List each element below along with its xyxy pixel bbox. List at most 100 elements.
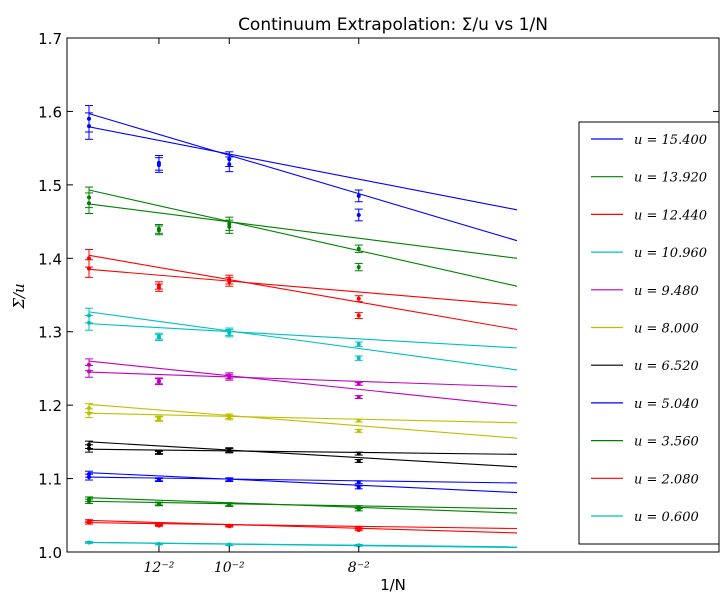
series-points bbox=[85, 248, 363, 319]
data-point bbox=[356, 451, 361, 456]
data-point bbox=[156, 228, 161, 233]
data-point bbox=[87, 266, 91, 271]
data-point bbox=[156, 379, 161, 384]
data-point bbox=[87, 540, 91, 545]
data-point bbox=[227, 331, 232, 336]
fit-line bbox=[88, 311, 518, 371]
fit-line bbox=[88, 189, 518, 287]
legend-label: u = 3.560 bbox=[634, 435, 699, 450]
series-fits bbox=[88, 497, 518, 514]
data-point bbox=[356, 193, 361, 198]
data-point bbox=[156, 450, 161, 455]
series-points bbox=[85, 105, 363, 222]
series-fits bbox=[88, 189, 518, 287]
series-fits bbox=[88, 472, 518, 494]
fit-line bbox=[88, 519, 518, 534]
x-axis-label: 1/N bbox=[380, 576, 406, 594]
fit-line bbox=[88, 541, 518, 549]
y-tick-label: 1.4 bbox=[38, 250, 62, 268]
data-point bbox=[356, 356, 361, 361]
data-point bbox=[156, 523, 161, 528]
fit-line bbox=[88, 441, 518, 468]
y-tick-label: 1.2 bbox=[38, 397, 62, 415]
series-points bbox=[85, 186, 363, 272]
fit-line bbox=[88, 254, 518, 331]
data-points bbox=[85, 105, 363, 548]
series-fits bbox=[88, 113, 518, 242]
series-points bbox=[85, 496, 363, 512]
data-point bbox=[356, 381, 361, 386]
fit-line bbox=[88, 323, 518, 349]
series-points bbox=[85, 403, 363, 433]
fit-line bbox=[88, 371, 518, 388]
fit-line bbox=[88, 113, 518, 242]
fit-line bbox=[88, 412, 518, 424]
legend-label: u = 15.400 bbox=[634, 133, 707, 148]
fit-line bbox=[88, 472, 518, 494]
data-point bbox=[156, 478, 161, 483]
data-point bbox=[356, 265, 361, 270]
legend-label: u = 10.960 bbox=[634, 246, 707, 261]
series-points bbox=[85, 358, 363, 400]
data-point bbox=[87, 499, 91, 504]
fit-lines bbox=[88, 113, 518, 549]
y-axis-label: Σ/u bbox=[10, 283, 28, 309]
data-point bbox=[227, 375, 232, 380]
data-point bbox=[156, 335, 161, 340]
data-point bbox=[356, 313, 361, 318]
data-point bbox=[227, 503, 232, 508]
legend-label: u = 2.080 bbox=[634, 472, 699, 487]
data-point bbox=[356, 246, 361, 251]
data-point bbox=[87, 411, 91, 416]
data-point bbox=[156, 285, 161, 290]
fit-line bbox=[88, 497, 518, 514]
data-point bbox=[356, 342, 361, 347]
x-tick-label: 12⁻² bbox=[144, 560, 175, 576]
data-point bbox=[356, 543, 361, 548]
data-point bbox=[227, 415, 232, 420]
legend: u = 15.400 u = 13.920 u = 12.440 u = 10.960… bbox=[578, 121, 720, 545]
data-point bbox=[356, 480, 361, 485]
data-point bbox=[356, 395, 361, 400]
series-fits bbox=[88, 403, 518, 439]
data-point bbox=[356, 527, 361, 532]
legend-label: u = 6.520 bbox=[634, 359, 699, 374]
fit-line bbox=[88, 268, 518, 306]
y-tick-label: 1.1 bbox=[38, 471, 62, 489]
data-point bbox=[87, 201, 91, 206]
data-point bbox=[156, 417, 161, 422]
data-point bbox=[356, 212, 361, 217]
data-point bbox=[87, 320, 91, 325]
data-point bbox=[227, 279, 232, 284]
series-points bbox=[85, 519, 363, 532]
fit-line bbox=[88, 448, 518, 455]
fit-line bbox=[88, 403, 518, 439]
x-tick-label: 10⁻² bbox=[214, 560, 245, 576]
series-fits bbox=[88, 254, 518, 331]
fit-line bbox=[88, 126, 518, 211]
series-fits bbox=[88, 541, 518, 549]
legend-label: u = 12.440 bbox=[634, 208, 707, 223]
data-point bbox=[156, 502, 161, 507]
legend-label: u = 5.040 bbox=[634, 397, 699, 412]
data-point bbox=[87, 369, 91, 374]
legend-label: u = 8.000 bbox=[634, 322, 699, 337]
y-tick-label: 1.6 bbox=[38, 103, 62, 121]
y-tick-label: 1.3 bbox=[38, 324, 62, 342]
data-point bbox=[356, 418, 361, 423]
data-point bbox=[156, 541, 161, 546]
data-point bbox=[87, 520, 91, 525]
fit-line bbox=[88, 203, 518, 259]
legend-label: u = 9.480 bbox=[634, 284, 699, 299]
legend-label: u = 13.920 bbox=[634, 171, 707, 186]
series-fits bbox=[88, 311, 518, 371]
data-point bbox=[356, 428, 361, 433]
data-point bbox=[356, 458, 361, 463]
series-points bbox=[85, 540, 363, 548]
series-points bbox=[85, 440, 363, 463]
series-fits bbox=[88, 441, 518, 468]
data-point bbox=[87, 475, 91, 480]
y-tick-label: 1.0 bbox=[38, 544, 62, 562]
data-point bbox=[356, 296, 361, 301]
